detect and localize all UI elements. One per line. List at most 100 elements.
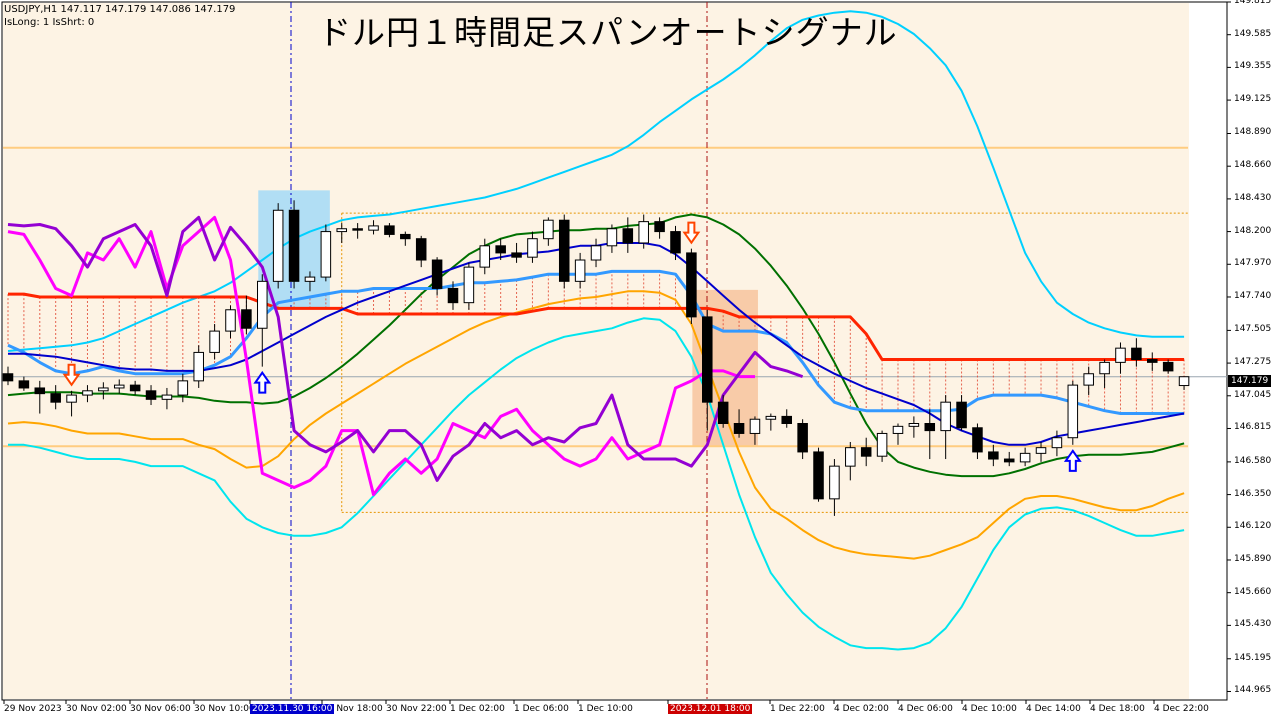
candle-body [733,423,745,434]
candle-body [193,351,204,382]
candle-body [50,393,61,403]
candle-body [845,447,856,467]
candle-body [368,225,379,231]
candle-body [558,219,570,282]
y-tick-label: 148.200 [1234,225,1272,236]
y-tick-label: 147.740 [1234,290,1272,301]
candle-body [749,418,761,434]
candle-body [908,423,920,427]
plot-background [3,3,1189,699]
candle-body [924,423,936,432]
candle-body [988,451,999,460]
y-tick-label: 145.660 [1234,586,1272,597]
x-tick-label: 2023.12.01 18:00 [668,704,753,714]
x-tick-label: 30 Nov 02:00 [66,704,127,714]
candle-body [1131,347,1142,361]
candle-body [606,228,618,247]
candle-body [352,228,363,231]
candle-body [956,401,967,429]
y-tick-label: 148.660 [1234,160,1272,171]
candle-body [940,401,951,432]
y-tick-label: 148.430 [1234,192,1272,203]
x-tick-label: 4 Dec 06:00 [898,704,953,714]
candle-body [638,221,649,244]
candle-body [400,233,411,240]
candle-body [18,380,30,389]
chart-title: ドル円１時間足スパンオートシグナル [318,13,898,52]
candle-body [1147,359,1158,363]
x-tick-label: 1 Dec 06:00 [514,704,569,714]
y-tick-label: 145.195 [1234,652,1272,663]
candle-body [1083,373,1094,386]
x-tick-label: 30 Nov 22:00 [386,704,447,714]
x-tick-label: 30 Nov 10:00 [194,704,255,714]
candle-body [82,390,93,396]
y-tick-label: 144.965 [1234,685,1272,696]
candle-body [225,309,236,332]
candle-body [511,252,522,258]
candle-body [98,387,109,392]
candle-body [495,245,506,254]
candle-body [892,425,904,434]
candle-body [209,330,220,353]
candle-body [479,245,491,268]
candle-body [1051,437,1063,449]
y-tick-label: 147.275 [1234,357,1272,368]
candle-body [320,231,332,278]
y-tick-label: 147.970 [1234,258,1272,269]
candle-body [384,225,395,235]
candle-body [829,465,840,500]
indicator-line-0 [8,317,1185,651]
candle-body [431,259,443,289]
y-tick-label: 145.430 [1234,619,1272,630]
candle-body [447,287,459,304]
indicator-line-8 [7,215,804,482]
indicator-line-2 [7,213,1185,478]
candle-body [876,432,888,457]
x-tick-label: 1 Dec 02:00 [450,704,505,714]
y-tick-label: 147.505 [1234,324,1272,335]
y-tick-label: 146.120 [1234,521,1272,532]
candle-body [574,259,586,282]
current-price-tag: 147.179 [1228,375,1272,387]
y-tick-label: 146.580 [1234,455,1272,466]
candle-body [272,209,284,282]
candle-body [288,209,300,282]
x-tick-label: 4 Dec 10:00 [962,704,1017,714]
candle-body [1099,361,1110,375]
candle-body [336,228,348,233]
candle-body [1019,452,1031,463]
candle-body [860,447,872,457]
candle-body [590,245,602,261]
candle-body [1003,458,1015,463]
x-tick-label: 1 Dec 22:00 [770,704,825,714]
buy-arrow-icon [1063,449,1082,472]
candle-body [1035,447,1047,454]
symbol-info: USDJPY,H1 147.117 147.179 147.086 147.17… [4,4,236,15]
candle-body [129,384,141,392]
indicator-line-1 [7,290,1185,560]
x-tick-label: 4 Dec 18:00 [1090,704,1145,714]
y-tick-label: 149.355 [1234,61,1272,72]
y-tick-label: 146.350 [1234,488,1272,499]
y-tick-label: 146.815 [1234,422,1272,433]
sell-arrow-icon [62,363,81,387]
signal-flags: IsLong: 1 IsShrt: 0 [4,17,95,28]
candle-body [1067,384,1079,439]
candle-body [781,415,793,425]
x-tick-label: 4 Dec 02:00 [834,704,889,714]
candle-body [2,373,14,382]
candle-body [622,228,634,244]
candle-body [972,427,983,453]
indicator-line-4 [8,292,1185,361]
y-tick-label: 149.815 [1234,0,1272,6]
candle-body [717,401,729,425]
candle-body [257,280,268,329]
x-tick-label: 4 Dec 14:00 [1026,704,1081,714]
candle-body [1115,347,1126,363]
indicator-line-7 [7,215,755,497]
candle-body [145,390,157,400]
candle-body [241,309,252,329]
